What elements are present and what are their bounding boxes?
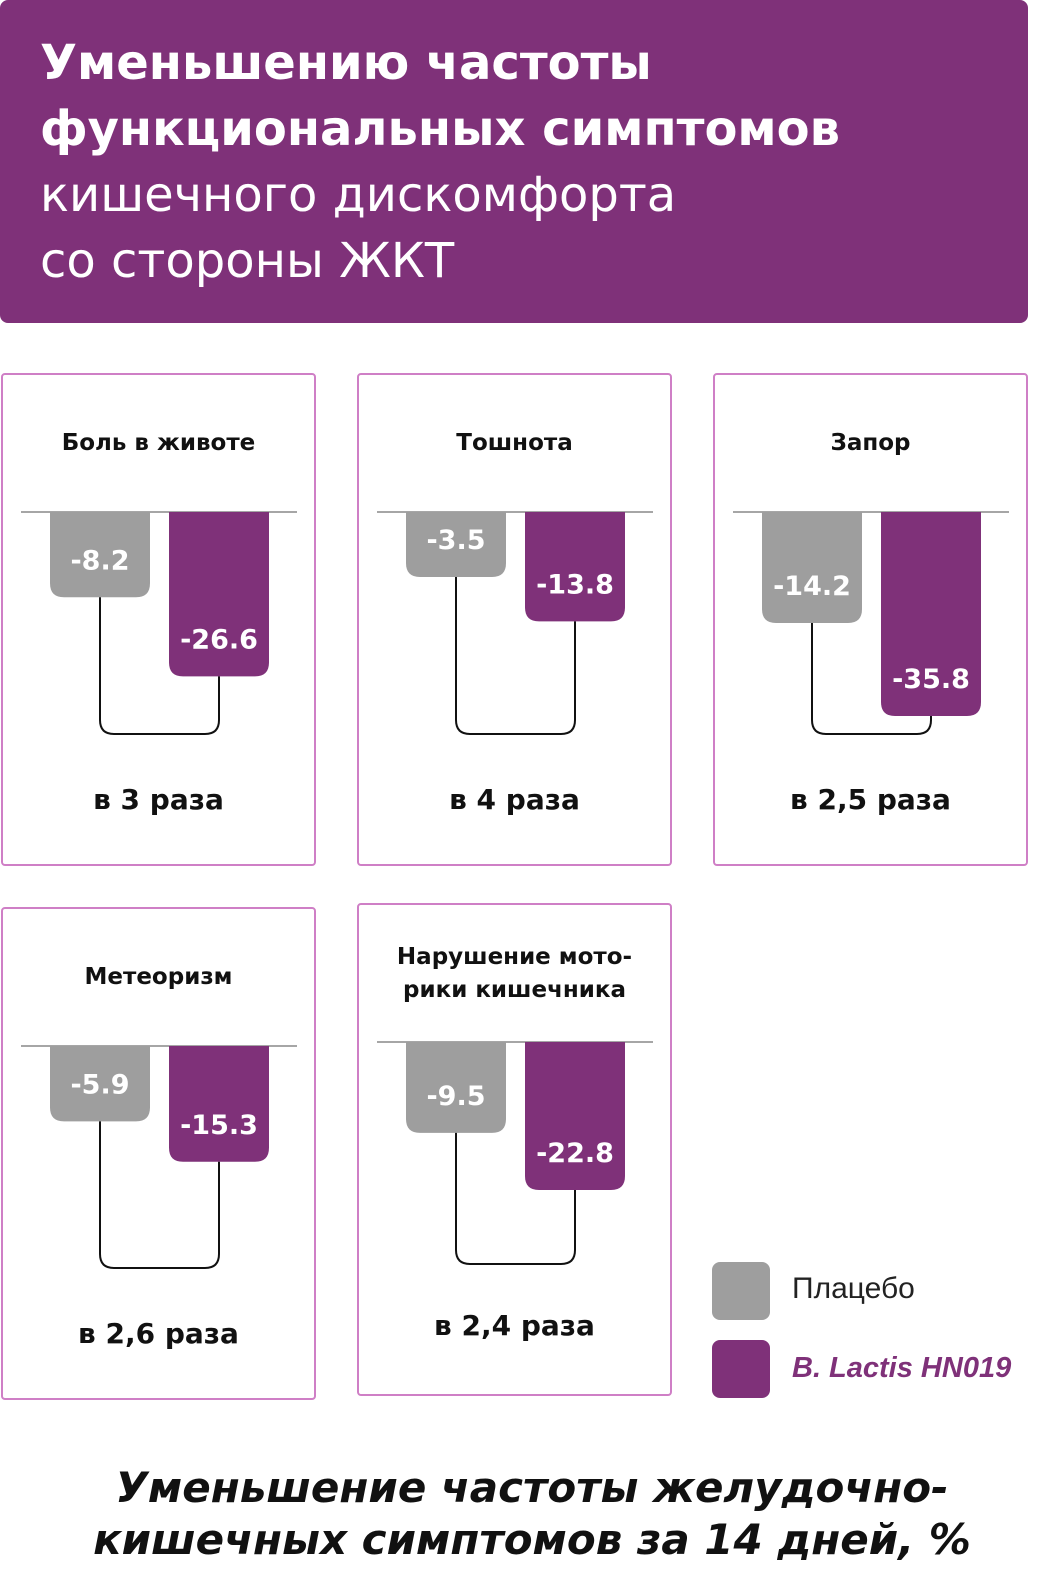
bar [50,1046,150,1122]
comparison-bracket [99,597,220,735]
bar [525,1042,625,1191]
bar-chart: -8.2 -26.6 [21,511,297,735]
value-label: -26.6 [180,624,258,655]
chart-panel: Запор -14.2 -35.8 в 2,5 раза [713,373,1028,866]
bar [881,512,981,716]
bar [762,512,862,624]
bar [169,512,269,677]
bar [525,512,625,622]
bar-chart: -3.5 -13.8 [377,511,653,735]
ratio-annotation: в 2,6 раза [78,1317,239,1350]
ratio-annotation: в 2,4 раза [434,1309,595,1342]
chart-panel: Боль в животе -8.2 -26.6 в 3 раза [1,373,316,866]
value-label: -9.5 [426,1081,485,1112]
header-title-bold: Уменьшению частоты функциональных симпто… [40,35,841,157]
bar-chart: -9.5 -22.8 [377,1041,653,1265]
legend-label: Плацебо [792,1272,915,1305]
ratio-annotation: в 3 раза [93,783,224,816]
value-label: -3.5 [426,525,485,556]
comparison-bracket [811,623,932,735]
chart-panel: Тошнота -3.5 -13.8 в 4 раза [357,373,672,866]
footer-caption: Уменьшение частоты желудочно- кишечных с… [93,1463,971,1564]
comparison-bracket [99,1121,220,1269]
panel-title: Запор [830,430,911,456]
panel-title: Нарушение мото- рики кишечника [396,944,633,1003]
ratio-annotation: в 4 раза [449,783,580,816]
value-label: -8.2 [70,545,129,576]
value-label: -35.8 [892,664,970,695]
value-label: -22.8 [536,1138,614,1169]
panel-title: Тошнота [456,430,573,456]
bar-chart: -14.2 -35.8 [733,511,1009,735]
value-label: -13.8 [536,569,614,600]
header: Уменьшению частоты функциональных симпто… [0,0,1028,323]
bar [50,512,150,598]
bar [406,1042,506,1133]
bar-chart: -5.9 -15.3 [21,1045,297,1269]
legend-swatch [712,1262,770,1320]
legend-swatch [712,1340,770,1398]
bar [406,512,506,578]
ratio-annotation: в 2,5 раза [790,783,951,816]
legend-label: B. Lactis HN019 [792,1352,1012,1384]
panel-title: Боль в животе [61,430,256,456]
chart-panel: Нарушение мото- рики кишечника -9.5 -22.8 в… [357,903,672,1396]
value-label: -14.2 [773,571,851,602]
header-title-regular: кишечного дискомфорта со стороны ЖКТ [40,167,677,289]
comparison-bracket [455,1132,576,1265]
chart-panel: Метеоризм -5.9 -15.3 в 2,6 раза [1,907,316,1400]
value-label: -15.3 [180,1110,258,1141]
value-label: -5.9 [70,1069,129,1100]
bar [169,1046,269,1162]
panel-title: Метеоризм [84,964,233,990]
comparison-bracket [455,577,576,735]
